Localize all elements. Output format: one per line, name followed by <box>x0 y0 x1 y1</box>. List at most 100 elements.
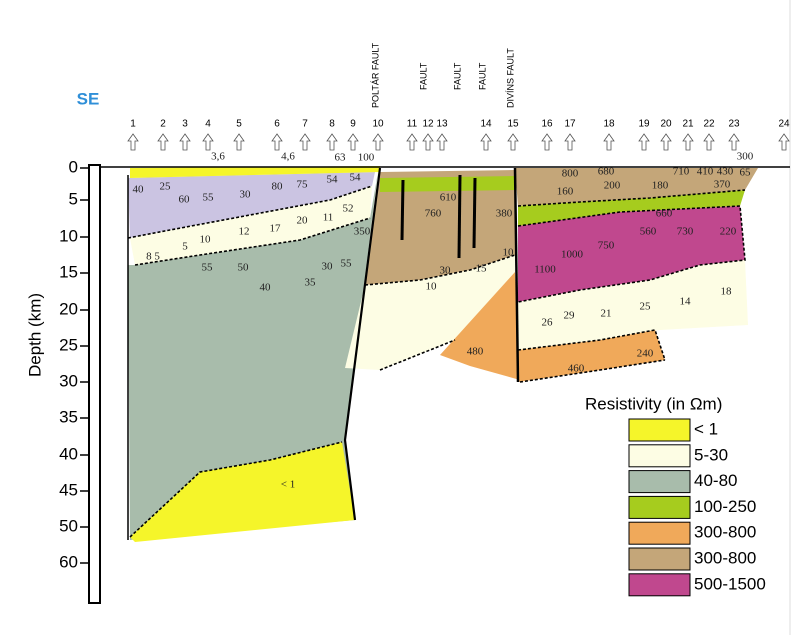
station-arrow <box>638 133 650 151</box>
legend-label: 500-1500 <box>694 574 766 593</box>
boundary <box>134 217 371 266</box>
resistivity-value: 350 <box>354 226 371 238</box>
legend-swatch <box>628 470 691 494</box>
depth-tick-label: 15 <box>59 262 78 281</box>
resistivity-value: 1000 <box>561 249 584 261</box>
depth-tick-label: 45 <box>59 480 78 499</box>
resistivity-value: 10 <box>200 234 212 246</box>
resistivity-value: 380 <box>496 208 513 220</box>
station-arrow <box>682 133 694 151</box>
station-arrow <box>179 133 191 151</box>
resistivity-layer <box>128 172 375 238</box>
fault-line <box>343 167 382 521</box>
resistivity-value: 21 <box>601 308 612 320</box>
station-number: 4 <box>205 119 211 130</box>
resistivity-value: 30 <box>322 261 334 273</box>
resistivity-value: 240 <box>637 348 654 360</box>
resistivity-value: 4,6 <box>281 151 295 163</box>
station-arrow <box>703 133 715 151</box>
station-number: 8 <box>329 119 335 130</box>
resistivity-value: 610 <box>440 192 457 204</box>
resistivity-value: 30 <box>440 265 452 277</box>
resistivity-layer <box>518 206 745 302</box>
station-arrow <box>233 133 245 151</box>
resistivity-value: 40 <box>260 282 272 294</box>
legend-label: 300-800 <box>694 548 756 567</box>
station-arrow <box>299 133 311 151</box>
resistivity-value: 60 <box>179 194 191 206</box>
station-number: 19 <box>638 119 650 130</box>
legend-label: 40-80 <box>694 471 737 490</box>
resistivity-layer <box>128 172 378 540</box>
station-arrow <box>507 133 519 151</box>
station-number: 17 <box>564 119 576 130</box>
resistivity-value: 8 5 <box>146 251 160 263</box>
station-number: 24 <box>778 119 790 130</box>
resistivity-value: 300 <box>737 151 754 163</box>
depth-tick-label: 10 <box>59 226 78 245</box>
boundary <box>519 359 666 383</box>
legend-label: 300-800 <box>694 523 756 542</box>
legend-swatch <box>628 444 691 468</box>
station-number: 9 <box>350 119 356 130</box>
resistivity-value: 12 <box>239 226 250 238</box>
station-arrow <box>127 133 139 151</box>
fault-line <box>400 179 405 241</box>
station-arrow <box>271 133 283 151</box>
resistivity-value: 52 <box>343 203 354 215</box>
station-number: 16 <box>541 119 553 130</box>
station-arrow <box>157 133 169 151</box>
resistivity-value: 20 <box>297 215 309 227</box>
resistivity-layer <box>440 272 520 380</box>
boundary <box>517 205 746 303</box>
resistivity-value: 25 <box>640 301 652 313</box>
depth-tick-label: 0 <box>69 157 78 176</box>
boundary <box>364 254 516 286</box>
resistivity-value: 75 <box>297 179 309 191</box>
resistivity-layer <box>380 176 515 192</box>
station-number: 23 <box>728 119 740 130</box>
resistivity-value: 26 <box>542 317 554 329</box>
fault-label: POLTÁR FAULT <box>370 42 380 108</box>
legend-swatch <box>628 521 691 545</box>
station-number: 6 <box>274 119 280 130</box>
legend-label: < 1 <box>694 419 718 438</box>
resistivity-value: 200 <box>604 180 621 192</box>
legend-label: 100-250 <box>694 497 756 516</box>
resistivity-value: 15 <box>476 263 488 275</box>
resistivity-value: 30 <box>240 189 252 201</box>
resistivity-value: 160 <box>557 186 574 198</box>
resistivity-layer <box>518 330 665 382</box>
boundary <box>379 339 456 371</box>
resistivity-value: < 1 <box>281 479 295 491</box>
station-number: 1 <box>130 119 136 130</box>
depth-axis-label: Depth (km) <box>25 293 44 377</box>
legend-label: 5-30 <box>694 445 728 464</box>
legend-swatch <box>628 495 691 519</box>
labels: 1 2 3 4 5 6 7 8 9 10 11 12 13 14 15 16 17 18 19 20 21 22 23 24P… <box>25 42 790 604</box>
legend-title: Resistivity (in Ωm) <box>585 394 722 413</box>
station-number: 22 <box>703 119 715 130</box>
station-number: 2 <box>160 119 166 130</box>
resistivity-layer <box>518 190 745 226</box>
station-arrow <box>406 133 418 151</box>
resistivity-value: 55 <box>341 258 353 270</box>
station-arrow <box>541 133 553 151</box>
fault-line <box>457 174 462 259</box>
resistivity-value: 430 <box>717 166 734 178</box>
resistivity-value: 35 <box>305 277 317 289</box>
station-number: 7 <box>302 119 308 130</box>
resistivity-value: 370 <box>714 179 731 191</box>
station-number: 20 <box>660 119 672 130</box>
resistivity-value: 80 <box>272 181 284 193</box>
resistivity-value: 5 <box>182 241 188 253</box>
resistivity-value: 18 <box>721 286 733 298</box>
boundary <box>517 189 746 207</box>
resistivity-value: 410 <box>697 166 714 178</box>
resistivity-layer <box>130 186 372 265</box>
resistivity-value: 730 <box>677 226 694 238</box>
resistivity-value: 180 <box>652 180 669 192</box>
legend-swatch <box>628 573 691 597</box>
resistivity-value: 54 <box>327 174 339 186</box>
station-number: 14 <box>480 119 492 130</box>
